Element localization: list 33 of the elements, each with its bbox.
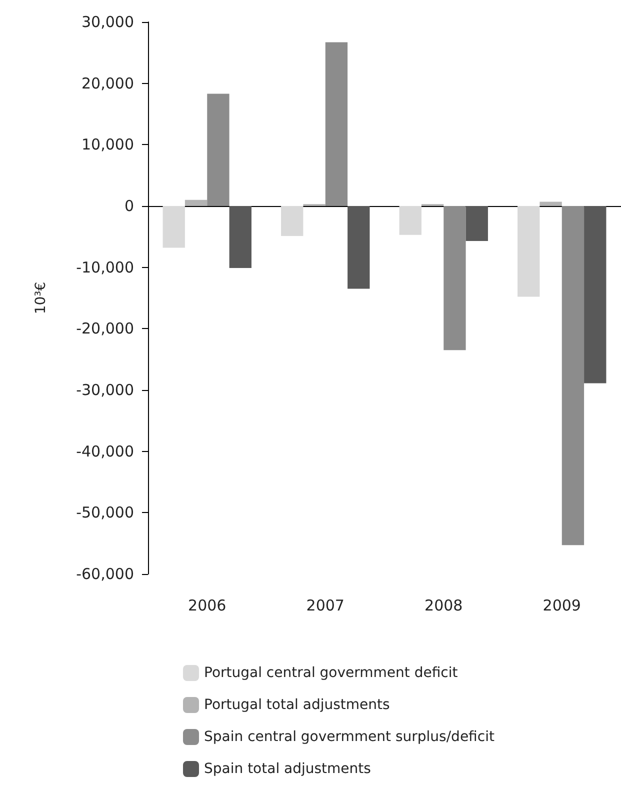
bar bbox=[325, 42, 348, 206]
y-tick-label: 10,000 bbox=[82, 136, 134, 154]
legend-label: Portugal total adjustments bbox=[204, 697, 390, 713]
legend-label: Spain total adjustments bbox=[204, 761, 371, 777]
y-tick-label: -40,000 bbox=[76, 442, 134, 460]
x-tick-label: 2009 bbox=[542, 596, 581, 614]
bar bbox=[281, 206, 304, 236]
x-tick-label: 2008 bbox=[424, 596, 463, 614]
bar bbox=[399, 206, 422, 235]
bar bbox=[444, 206, 466, 350]
bar bbox=[518, 206, 540, 297]
y-tick-label: 30,000 bbox=[82, 13, 134, 31]
y-tick-label: -20,000 bbox=[76, 320, 134, 338]
x-tick-label: 2006 bbox=[188, 596, 226, 614]
legend-label: Portugal central govermment deficit bbox=[204, 665, 458, 681]
bar bbox=[540, 202, 562, 206]
bar bbox=[207, 94, 230, 206]
bar bbox=[348, 206, 370, 289]
bar bbox=[466, 206, 488, 241]
legend-label: Spain central govermment surplus/deficit bbox=[204, 729, 495, 745]
bar bbox=[584, 206, 606, 384]
y-tick-label: 20,000 bbox=[82, 74, 134, 92]
y-tick-label: 0 bbox=[124, 197, 134, 215]
y-tick-label: -10,000 bbox=[76, 258, 134, 276]
y-tick-label: -30,000 bbox=[76, 381, 134, 399]
x-tick-label: 2007 bbox=[306, 596, 344, 614]
bar bbox=[562, 206, 584, 546]
bar bbox=[229, 206, 252, 268]
y-tick-label: -60,000 bbox=[76, 565, 134, 583]
bar bbox=[184, 200, 208, 206]
y-axis-title: 10³€ bbox=[33, 282, 49, 314]
y-tick-label: -50,000 bbox=[76, 504, 134, 522]
bar bbox=[162, 206, 185, 248]
